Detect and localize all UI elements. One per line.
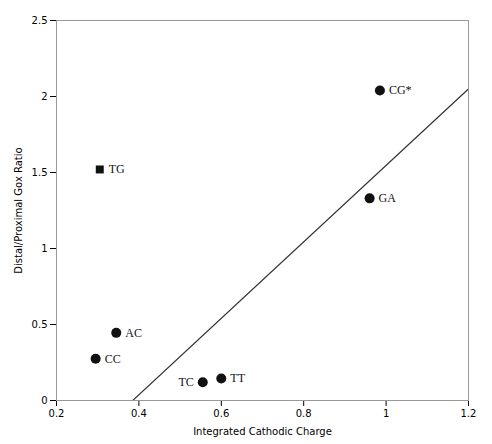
svg-text:0.4: 0.4 [131,408,147,419]
svg-text:2: 2 [41,91,47,102]
svg-text:2.5: 2.5 [32,15,48,26]
svg-text:AC: AC [125,326,142,340]
svg-text:CC: CC [105,352,121,366]
svg-text:1.2: 1.2 [461,408,477,419]
svg-text:TC: TC [178,375,193,389]
svg-text:TT: TT [230,371,245,385]
svg-text:Distal/Proximal Gox Ratio: Distal/Proximal Gox Ratio [13,147,24,273]
svg-text:CG*: CG* [389,83,412,97]
svg-text:0.8: 0.8 [296,408,312,419]
svg-text:Integrated Cathodic Charge: Integrated Cathodic Charge [193,426,332,437]
svg-text:GA: GA [379,191,397,205]
svg-text:0.6: 0.6 [213,408,229,419]
svg-text:1: 1 [383,408,389,419]
svg-text:0: 0 [41,395,47,406]
svg-text:TG: TG [109,162,125,176]
svg-text:0.5: 0.5 [32,319,48,330]
svg-text:0.2: 0.2 [49,408,65,419]
svg-text:1: 1 [41,243,47,254]
svg-text:1.5: 1.5 [32,167,48,178]
